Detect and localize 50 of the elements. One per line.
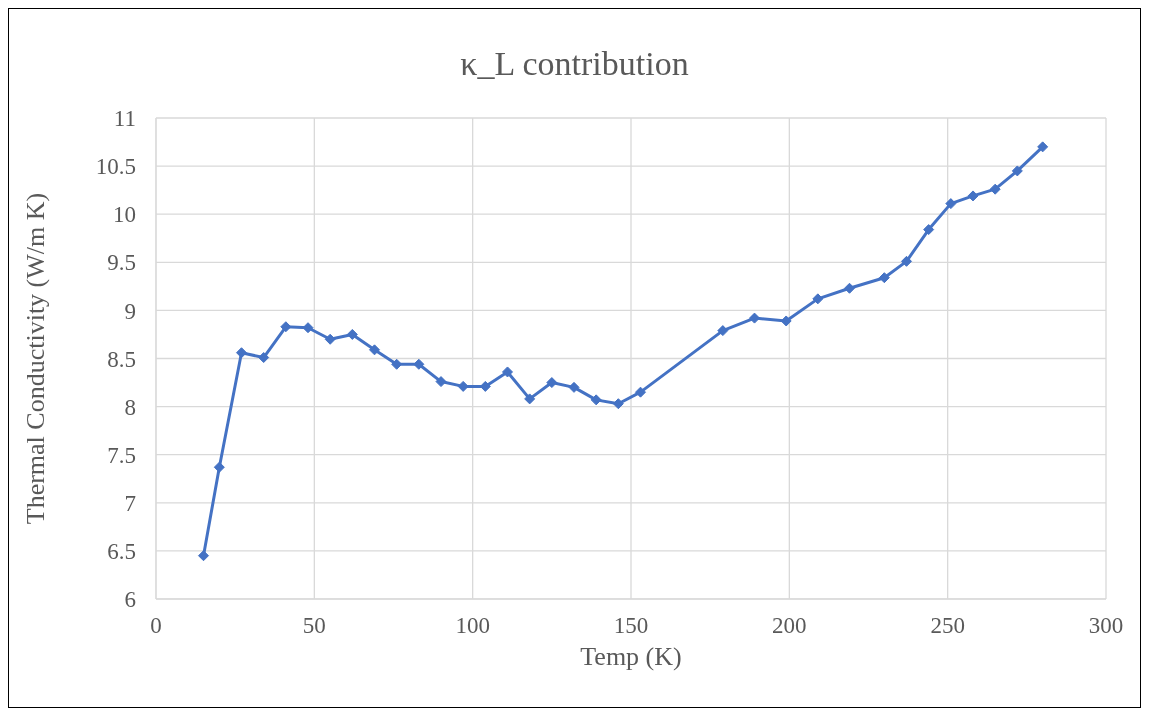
y-axis-title: Thermal Conductivity (W/m K) bbox=[21, 192, 51, 525]
point bbox=[198, 550, 209, 562]
point bbox=[612, 398, 624, 410]
point bbox=[213, 461, 225, 473]
x-tick-label: 250 bbox=[930, 613, 965, 639]
x-tick-label: 150 bbox=[613, 613, 649, 639]
point bbox=[945, 198, 957, 210]
point bbox=[346, 328, 358, 340]
point bbox=[413, 358, 425, 370]
point bbox=[258, 352, 270, 364]
chart-title: κ_L contribution bbox=[459, 45, 690, 83]
y-tick-label: 10.5 bbox=[95, 154, 136, 180]
y-tick-label: 9.5 bbox=[107, 250, 136, 276]
x-tick-label: 200 bbox=[772, 613, 807, 639]
y-tick-label: 8.5 bbox=[107, 346, 136, 372]
point bbox=[923, 224, 935, 236]
x-tick-label: 300 bbox=[1088, 613, 1124, 639]
y-tick-label: 11 bbox=[113, 106, 136, 132]
point bbox=[502, 366, 513, 378]
y-tick-label: 9 bbox=[124, 298, 136, 324]
point bbox=[369, 344, 380, 356]
point bbox=[878, 272, 890, 284]
point bbox=[989, 183, 1001, 195]
y-tick-label: 6.5 bbox=[107, 539, 136, 565]
point bbox=[568, 381, 580, 393]
point bbox=[635, 386, 646, 398]
y-tick-label: 7.5 bbox=[107, 442, 136, 468]
point bbox=[1011, 165, 1023, 177]
x-axis-title: Temp (K) bbox=[580, 642, 682, 672]
point bbox=[717, 325, 729, 337]
point bbox=[812, 293, 824, 305]
x-tick-label: 100 bbox=[455, 613, 490, 639]
y-tick-label: 7 bbox=[124, 490, 136, 516]
point bbox=[524, 393, 536, 405]
point bbox=[967, 190, 979, 202]
point bbox=[280, 321, 292, 333]
point bbox=[844, 282, 855, 294]
point bbox=[546, 377, 558, 389]
y-tick-label: 6 bbox=[124, 587, 136, 613]
x-tick-label: 50 bbox=[302, 613, 326, 639]
point bbox=[236, 347, 247, 359]
point bbox=[1037, 141, 1049, 153]
x-tick-label: 0 bbox=[150, 613, 162, 639]
point bbox=[435, 376, 447, 388]
point bbox=[324, 333, 336, 345]
y-tick-label: 10 bbox=[113, 202, 136, 228]
point bbox=[749, 312, 760, 324]
y-tick-label: 8 bbox=[124, 394, 136, 420]
point bbox=[901, 255, 912, 267]
point bbox=[590, 394, 602, 406]
